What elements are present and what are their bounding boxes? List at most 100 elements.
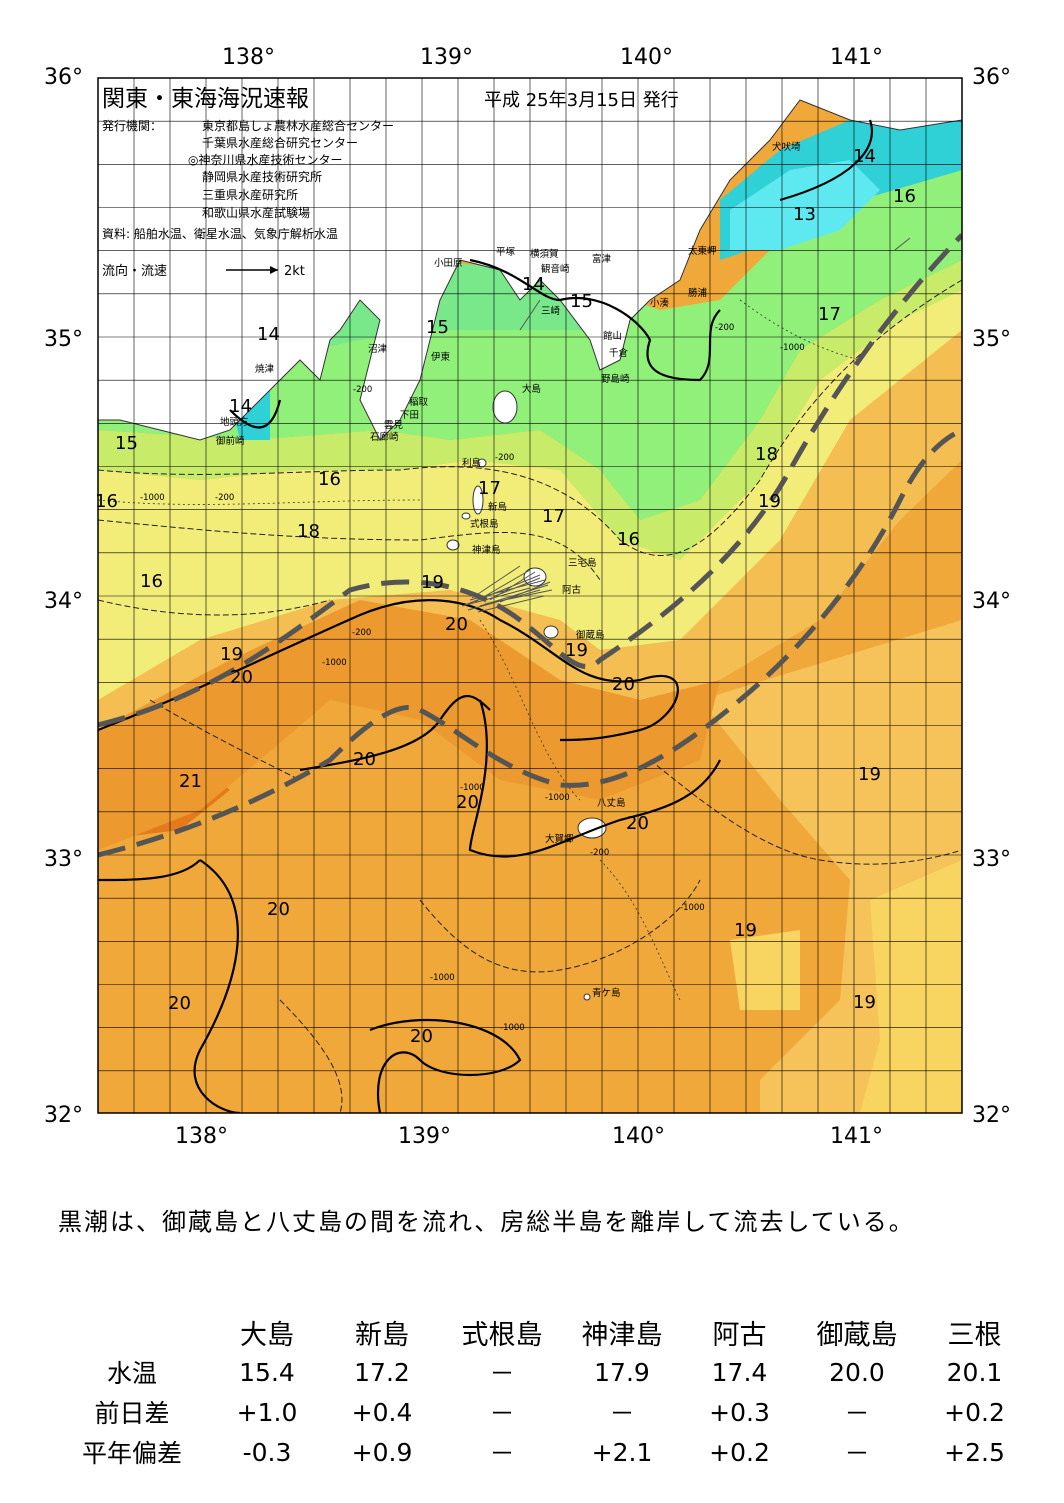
iso-18: 19 — [758, 491, 781, 512]
lon-label-141: 141° — [830, 45, 883, 70]
place-10: 三崎 — [541, 305, 561, 317]
table-cell: － — [489, 1359, 515, 1388]
iso-33: 20 — [410, 1026, 433, 1047]
place-27: 八丈島 — [597, 797, 626, 809]
place-6: 野島崎 — [601, 373, 630, 385]
iso-0: 14 — [853, 146, 876, 167]
place-22: 式根島 — [470, 518, 499, 530]
iso-14: 17 — [542, 506, 565, 527]
iso-9: 15 — [115, 433, 138, 454]
place-8: 横須賀 — [530, 248, 559, 260]
row-label: 水温 — [106, 1359, 157, 1388]
lat-label-32: 32° — [44, 1103, 83, 1128]
place-24: 三宅島 — [568, 557, 597, 569]
iso-29: 19 — [858, 764, 881, 785]
temperature-field — [98, 78, 962, 1113]
depth-9: -1000 — [545, 793, 570, 803]
iso-2: 13 — [793, 204, 816, 225]
place-4: 館山 — [603, 330, 622, 342]
place-11: 平塚 — [496, 247, 516, 258]
station-ako: 阿古 — [712, 1319, 767, 1351]
iso-7: 14 — [257, 324, 280, 345]
iso-23: 20 — [230, 667, 253, 688]
lat-label-34: 34° — [44, 589, 83, 614]
observation-table: 大島 新島 式根島 神津島 阿古 御蔵島 三根 水温 15.4 17.2 － 1… — [52, 1312, 1032, 1472]
table-row-water-temp: 水温 15.4 17.2 － 17.9 17.4 20.0 20.1 — [52, 1352, 1032, 1392]
lon-label-138-bottom: 138° — [175, 1124, 228, 1149]
lat-label-36-right: 36° — [972, 65, 1011, 90]
place-0: 犬吠埼 — [772, 141, 801, 153]
row-label: 前日差 — [94, 1399, 170, 1428]
place-2: 勝浦 — [688, 287, 708, 299]
lat-lon-grid — [98, 78, 962, 1113]
iso-6: 15 — [426, 317, 449, 338]
table-cell: － — [609, 1399, 635, 1428]
lat-label-32-right: 32° — [972, 1103, 1011, 1128]
iso-5: 15 — [570, 291, 593, 312]
table-cell: 17.4 — [711, 1357, 768, 1387]
depth-13: -1000 — [500, 1023, 525, 1033]
iso-30: 20 — [267, 899, 290, 920]
station-header-row: 大島 新島 式根島 神津島 阿古 御蔵島 三根 — [52, 1312, 1032, 1352]
iso-10: 16 — [318, 469, 341, 490]
iso-20: 19 — [220, 644, 243, 665]
table-cell: 20.1 — [946, 1357, 1003, 1387]
place-5: 千倉 — [609, 347, 629, 359]
iso-15: 16 — [617, 529, 640, 550]
table-cell: +2.5 — [944, 1437, 1005, 1467]
lon-label-139-bottom: 139° — [398, 1124, 451, 1149]
table-cell: +0.3 — [709, 1397, 770, 1427]
place-32: 御前崎 — [216, 435, 245, 447]
place-15: 稲取 — [409, 396, 429, 408]
current-legend-label: 流向・流速 — [102, 263, 167, 279]
place-18: 石廊崎 — [370, 431, 399, 443]
iso-1: 16 — [893, 186, 916, 207]
lat-label-33-right: 33° — [972, 847, 1011, 872]
iso-4: 14 — [522, 274, 545, 295]
table-cell: － — [489, 1439, 515, 1468]
place-12: 小田原 — [434, 258, 463, 269]
iso-13: 17 — [478, 478, 501, 499]
place-23: 神津島 — [472, 544, 501, 556]
sea-temperature-map: 138° 139° 140° 141° 138° 139° 140° 141° … — [44, 45, 1011, 1149]
table-row-anomaly: 平年偏差 -0.3 +0.9 － +2.1 +0.2 － +2.5 — [52, 1432, 1032, 1472]
lat-label-34-right: 34° — [972, 589, 1011, 614]
table-cell: 20.0 — [829, 1357, 885, 1387]
publisher-2: ◎神奈川県水産技術センター — [188, 152, 342, 167]
place-13: 沼津 — [368, 344, 388, 355]
place-1: 太東岬 — [688, 245, 717, 257]
table-cell: － — [844, 1399, 870, 1428]
iso-21: 20 — [445, 614, 468, 635]
depth-7: -1000 — [780, 343, 805, 353]
depth-labels: -200 -1000 -200 -200 -200 -1000 -200 -10… — [140, 323, 805, 1033]
place-19: 大島 — [522, 383, 541, 395]
iso-32: 20 — [168, 993, 191, 1014]
place-16: 下田 — [400, 410, 419, 421]
station-oshima: 大島 — [240, 1319, 294, 1351]
current-legend-unit: 2kt — [284, 264, 305, 279]
place-26: 御蔵島 — [576, 629, 605, 641]
depth-5: -1000 — [322, 658, 347, 668]
iso-28: 20 — [626, 813, 649, 834]
map-title: 関東・東海海況速報 — [102, 86, 309, 112]
depth-4: -200 — [352, 628, 371, 638]
table-cell: － — [844, 1439, 870, 1468]
map-frame — [97, 77, 963, 1114]
oshima-island — [492, 390, 518, 424]
depth-6: -200 — [715, 323, 734, 333]
station-mikurajima: 御蔵島 — [816, 1319, 898, 1351]
place-names: 犬吠埼 太東岬 勝浦 小湊 館山 千倉 野島崎 富津 横須賀 観音崎 三崎 平塚… — [216, 141, 801, 999]
table-cell: 17.2 — [354, 1357, 410, 1387]
place-25: 阿古 — [562, 584, 582, 596]
iso-24: 20 — [612, 674, 635, 695]
publisher-5: 和歌山県水産試験場 — [202, 205, 310, 220]
station-niijima: 新島 — [355, 1319, 409, 1351]
table-cell: 17.9 — [594, 1357, 650, 1387]
table-cell: +0.2 — [709, 1437, 770, 1467]
publisher-0: 東京都島しょ農林水産総合センター — [202, 118, 394, 133]
publisher-3: 静岡県水産技術研究所 — [202, 169, 322, 184]
lon-label-140-bottom: 140° — [612, 1124, 665, 1149]
iso-22: 19 — [565, 640, 588, 661]
place-7: 富津 — [592, 253, 612, 265]
iso-26: 21 — [179, 771, 202, 792]
